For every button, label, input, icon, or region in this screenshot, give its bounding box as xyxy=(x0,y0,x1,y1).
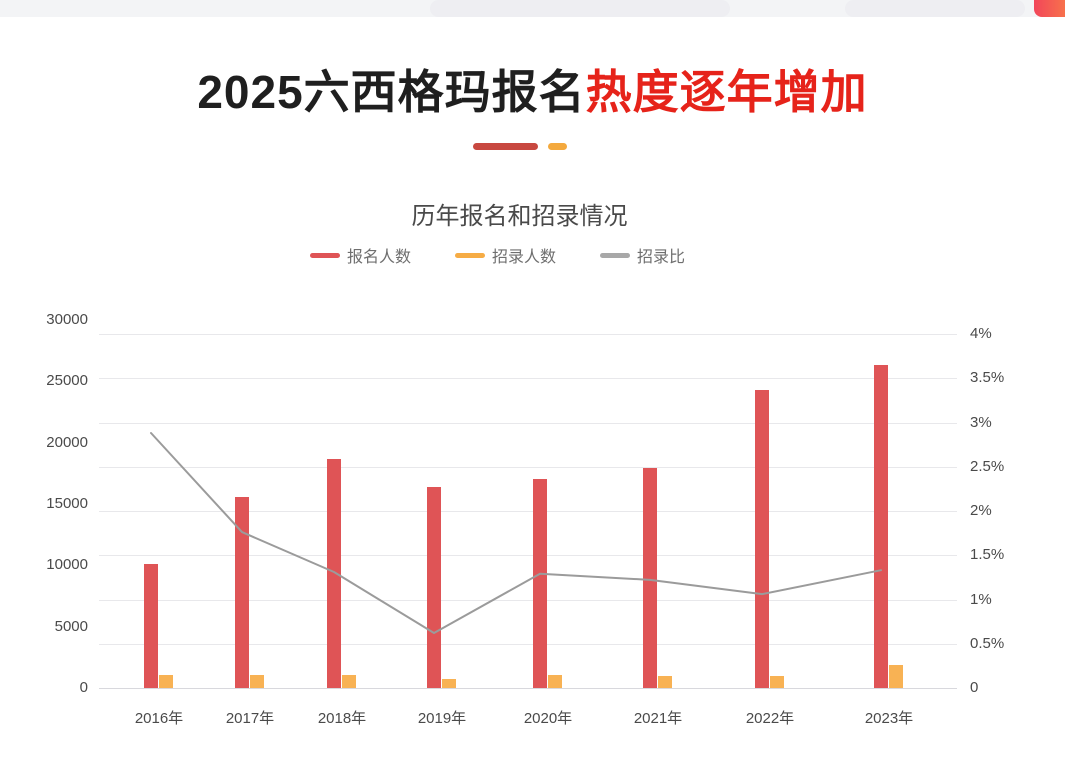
y-axis-left-label: 15000 xyxy=(46,494,88,512)
x-axis-label-2020: 2020年 xyxy=(523,710,573,727)
y-axis-right-label: 0 xyxy=(970,679,979,696)
gridline xyxy=(99,334,957,335)
gridline xyxy=(99,643,957,645)
page-title-black: 2025六西格玛报名 xyxy=(197,66,586,118)
legend-item-2[interactable]: 招录比 xyxy=(600,243,685,267)
page-title: 2025六西格玛报名热度逐年增加 xyxy=(0,64,1065,120)
y-axis-left-label: 20000 xyxy=(46,433,88,451)
admissions-bar-2018 xyxy=(342,675,356,688)
y-axis-right-label: 2.5% xyxy=(970,457,1005,475)
gridline xyxy=(99,555,957,557)
page-title-red: 热度逐年增加 xyxy=(585,66,868,118)
y-axis-right-label: 4% xyxy=(970,325,992,342)
x-axis-label-2022: 2022年 xyxy=(745,710,795,727)
admissions-bar-2019 xyxy=(442,678,456,688)
gridline xyxy=(99,422,957,424)
admissions-bar-2020 xyxy=(548,675,562,688)
x-axis-label-2018: 2018年 xyxy=(317,710,367,727)
applicants-bar-2016 xyxy=(144,564,158,688)
x-axis-label-2019: 2019年 xyxy=(417,710,467,727)
legend-line-icon xyxy=(309,252,340,258)
applicants-bar-2019 xyxy=(427,486,441,688)
applicants-bar-2021 xyxy=(643,468,657,688)
applicants-bar-2017 xyxy=(235,496,249,688)
admissions-bar-2023 xyxy=(889,664,903,688)
y-axis-right-label: 1% xyxy=(970,590,992,608)
x-axis-line xyxy=(99,688,957,689)
x-axis-label-2023: 2023年 xyxy=(864,710,914,727)
gridline xyxy=(99,599,957,601)
y-axis-left-label: 5000 xyxy=(54,617,88,635)
admissions-bar-2022 xyxy=(770,676,784,688)
header-watermark xyxy=(845,0,1025,17)
applicants-bar-2022 xyxy=(755,389,769,688)
title-underline-orange-bar xyxy=(547,143,567,150)
y-axis-right-label: 3% xyxy=(970,413,992,431)
legend-label: 招录人数 xyxy=(491,249,556,266)
admissions-bar-2021 xyxy=(658,675,672,688)
legend-line-icon xyxy=(454,252,485,258)
applicants-bar-2023 xyxy=(874,365,888,688)
legend-item-0[interactable]: 报名人数 xyxy=(309,243,411,267)
chart-title: 历年报名和招录情况 xyxy=(411,203,628,230)
promo-button[interactable] xyxy=(1034,0,1065,17)
x-axis-label-2016: 2016年 xyxy=(134,710,184,727)
legend-label: 报名人数 xyxy=(346,249,411,266)
gridline xyxy=(99,466,957,468)
applicants-bar-2018 xyxy=(327,458,341,688)
legend-label: 招录比 xyxy=(637,249,686,266)
legend: 报名人数 招录人数 招录比 xyxy=(69,243,926,267)
header-watermark xyxy=(430,0,730,17)
title-underline xyxy=(0,143,1052,150)
x-axis-label-2017: 2017年 xyxy=(225,710,275,727)
legend-line-icon xyxy=(600,252,630,258)
y-axis-right-label: 0.5% xyxy=(970,634,1005,652)
y-axis-right-label: 1.5% xyxy=(970,546,1005,564)
y-axis-left-label: 0 xyxy=(79,678,88,696)
header-strip xyxy=(0,0,1065,17)
title-underline-red-bar xyxy=(472,143,538,150)
gridline xyxy=(99,378,957,380)
y-axis-left-label: 25000 xyxy=(46,372,88,390)
x-axis-label-2021: 2021年 xyxy=(633,710,683,727)
legend-item-1[interactable]: 招录人数 xyxy=(454,243,556,267)
y-axis-left-label: 10000 xyxy=(46,556,88,574)
applicants-bar-2020 xyxy=(533,479,547,688)
y-axis-left-label: 30000 xyxy=(46,311,88,328)
admissions-bar-2016 xyxy=(159,675,173,688)
gridline xyxy=(99,511,957,512)
y-axis-right-label: 2% xyxy=(970,502,992,519)
y-axis-right-label: 3.5% xyxy=(970,369,1005,387)
admissions-bar-2017 xyxy=(250,675,264,688)
